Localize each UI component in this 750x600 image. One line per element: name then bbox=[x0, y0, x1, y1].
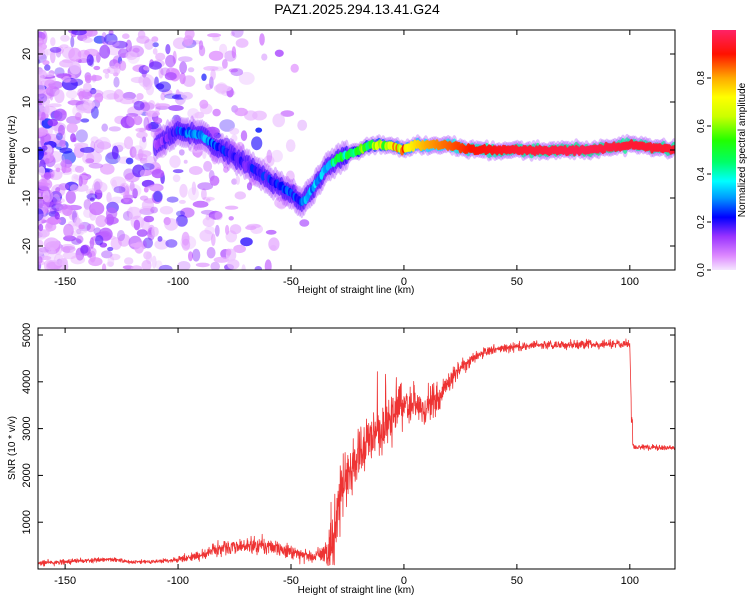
snr-x-tick-label: 50 bbox=[511, 575, 523, 587]
snr-y-label: SNR (10 * v/v) bbox=[7, 416, 18, 480]
colorbar-gradient bbox=[712, 30, 736, 270]
colorbar-tick-label: 0.4 bbox=[696, 167, 707, 181]
colorbar-tick-label: 0.8 bbox=[696, 71, 707, 85]
snr-y-tick-label: 5000 bbox=[21, 323, 33, 347]
colorbar: 0.0 0.2 0.4 0.6 0.8 Normalized spectral ampl… bbox=[696, 30, 748, 277]
colorbar-tick-label: 0.2 bbox=[696, 215, 707, 229]
spectrogram-noise-blobs bbox=[38, 30, 310, 270]
snr-x-ticks: -150 -100 -50 0 50 100 bbox=[54, 328, 639, 587]
spectrogram-y-tick-label: -10 bbox=[21, 190, 33, 206]
figure-title: PAZ1.2025.294.13.41.G24 bbox=[274, 1, 440, 17]
spectrogram-x-tick-label: 0 bbox=[401, 276, 407, 288]
spectrogram-x-label: Height of straight line (km) bbox=[298, 285, 415, 296]
spectrogram-y-tick-label: 10 bbox=[21, 96, 33, 108]
snr-y-tick-label: 4000 bbox=[21, 370, 33, 394]
snr-panel: -150 -100 -50 0 50 100 1000 2000 3000 4000 5000 H… bbox=[7, 323, 676, 596]
snr-y-tick-label: 2000 bbox=[21, 463, 33, 487]
snr-x-label: Height of straight line (km) bbox=[298, 585, 415, 596]
snr-plot-area bbox=[38, 328, 675, 569]
spectrogram-y-tick-label: -20 bbox=[21, 238, 33, 254]
snr-x-tick-label: 0 bbox=[401, 575, 407, 587]
spectrogram-x-tick-label: 100 bbox=[621, 276, 639, 288]
spectrogram-x-tick-label: 50 bbox=[511, 276, 523, 288]
colorbar-ticks: 0.0 0.2 0.4 0.6 0.8 bbox=[696, 71, 711, 277]
colorbar-tick-label: 0.0 bbox=[696, 263, 707, 277]
spectrogram-y-tick-label: 20 bbox=[21, 48, 33, 60]
spectrogram-y-tick-label: 0 bbox=[21, 147, 33, 153]
snr-series-line bbox=[38, 338, 675, 567]
spectrogram-heatmap bbox=[38, 30, 675, 270]
spectrogram-x-tick-label: -100 bbox=[167, 276, 189, 288]
snr-x-tick-label: 100 bbox=[621, 575, 639, 587]
snr-x-tick-label: -100 bbox=[167, 575, 189, 587]
colorbar-tick-label: 0.6 bbox=[696, 119, 707, 133]
spectrogram-y-ticks: -20 -10 0 10 20 bbox=[21, 48, 675, 254]
snr-frame bbox=[37, 327, 676, 570]
spectrogram-x-tick-label: -150 bbox=[54, 276, 76, 288]
spectrogram-ridge bbox=[152, 114, 675, 219]
snr-x-tick-label: -150 bbox=[54, 575, 76, 587]
spectrogram-x-tick-label: -50 bbox=[283, 276, 299, 288]
spectrogram-y-label: Frequency (Hz) bbox=[7, 116, 18, 185]
snr-y-tick-label: 3000 bbox=[21, 416, 33, 440]
snr-y-ticks: 1000 2000 3000 4000 5000 bbox=[21, 323, 675, 534]
snr-y-tick-label: 1000 bbox=[21, 510, 33, 534]
colorbar-label: Normalized spectral amplitude bbox=[737, 82, 748, 217]
spectrogram-x-ticks: -150 -100 -50 0 50 100 bbox=[54, 30, 639, 288]
snr-x-tick-label: -50 bbox=[283, 575, 299, 587]
